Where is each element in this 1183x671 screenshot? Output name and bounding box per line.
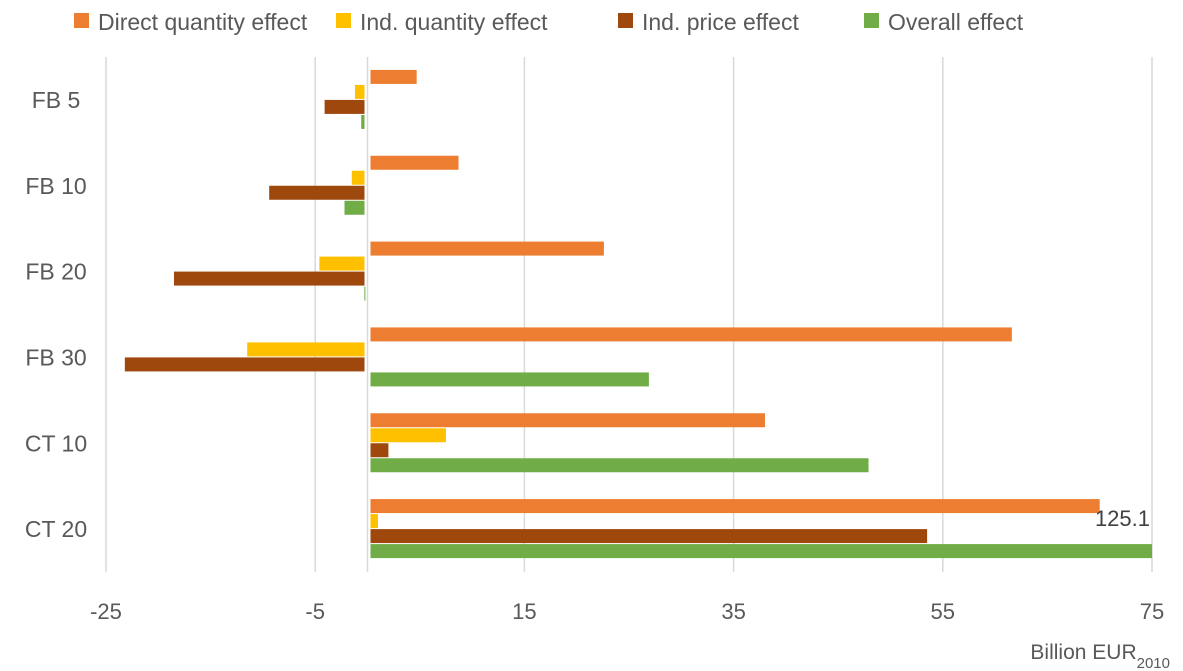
category-label-fb-10: FB 10: [25, 173, 86, 199]
bar-fb-5-direct-quantity-effect: [370, 69, 417, 84]
x-tick-75: 75: [1140, 599, 1164, 624]
gridlines: [105, 57, 1153, 572]
x-tick-labels: -25 -5 15 35 55 75: [90, 599, 1164, 624]
bar-fb-10-direct-quantity-effect: [370, 155, 459, 170]
x-tick-35: 35: [721, 599, 745, 624]
x-tick-15: 15: [512, 599, 536, 624]
bar-fb-30-ind-quantity-effect: [247, 342, 365, 357]
legend-swatch-ind-quantity-effect: [336, 13, 351, 28]
bar-ct-20-ind-price-effect: [370, 529, 928, 544]
x-tick-5: -5: [305, 599, 325, 624]
bar-fb-10-ind-price-effect: [269, 185, 365, 200]
legend-label-ind-quantity-effect: Ind. quantity effect: [360, 9, 548, 35]
category-label-fb-20: FB 20: [25, 259, 86, 285]
bar-fb-20-ind-quantity-effect: [319, 256, 365, 271]
legend: Direct quantity effect Ind. quantity effe…: [74, 9, 1024, 35]
x-axis-title-subscript: 2010: [1137, 655, 1170, 671]
data-label-ct-20-overall-effect: 125.1: [1095, 506, 1150, 531]
bar-fb-20-overall-effect: [364, 286, 366, 301]
x-axis-title-main: Billion EUR: [1030, 641, 1136, 664]
bar-fb-5-ind-quantity-effect: [354, 84, 365, 99]
x-tick-25: -25: [90, 599, 122, 624]
bar-fb-20-direct-quantity-effect: [370, 241, 604, 256]
category-label-fb-5: FB 5: [32, 87, 81, 113]
annotations: 125.1: [1095, 506, 1150, 531]
bar-fb-5-overall-effect: [361, 114, 365, 129]
legend-swatch-ind-price-effect: [618, 13, 633, 28]
category-label-ct-10: CT 10: [25, 430, 87, 456]
category-labels: FB 5 FB 10 FB 20 FB 30 CT 10 CT 20: [25, 87, 87, 542]
x-axis-title: Billion EUR2010: [1030, 641, 1170, 671]
bar-ct-10-ind-quantity-effect: [370, 428, 446, 443]
legend-label-direct-quantity-effect: Direct quantity effect: [98, 9, 308, 35]
bar-fb-10-ind-quantity-effect: [351, 170, 365, 185]
bar-ct-10-overall-effect: [370, 458, 869, 473]
legend-swatch-direct-quantity-effect: [74, 13, 89, 28]
bar-fb-10-overall-effect: [344, 200, 365, 215]
bar-fb-5-ind-price-effect: [324, 99, 365, 114]
category-label-ct-20: CT 20: [25, 516, 87, 542]
legend-label-overall-effect: Overall effect: [888, 9, 1024, 35]
bar-ct-20-overall-effect: [370, 544, 1152, 559]
legend-label-ind-price-effect: Ind. price effect: [642, 9, 799, 35]
legend-swatch-overall-effect: [864, 13, 879, 28]
bars: [124, 69, 1152, 559]
bar-ct-20-direct-quantity-effect: [370, 499, 1100, 514]
bar-fb-20-ind-price-effect: [173, 271, 365, 286]
category-label-fb-30: FB 30: [25, 344, 86, 370]
bar-fb-30-ind-price-effect: [124, 357, 365, 372]
bar-ct-10-direct-quantity-effect: [370, 413, 765, 428]
bar-ct-10-ind-price-effect: [370, 443, 389, 458]
bar-ct-20-ind-quantity-effect: [370, 514, 378, 529]
x-tick-55: 55: [931, 599, 955, 624]
bar-fb-30-direct-quantity-effect: [370, 327, 1012, 342]
bar-fb-30-overall-effect: [370, 372, 649, 387]
